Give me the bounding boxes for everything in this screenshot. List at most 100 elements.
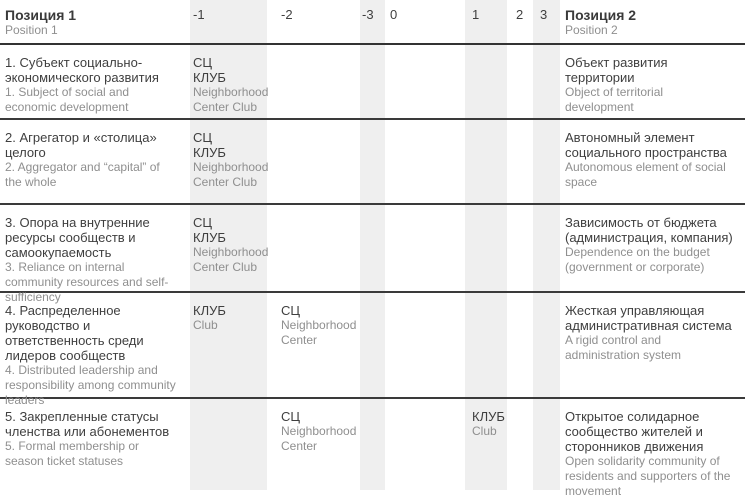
column-band-minus3 <box>360 0 385 490</box>
marker-cell-minus3 <box>360 293 385 408</box>
marker-cell-minus3 <box>360 399 385 496</box>
pos1-ru: 2. Агрегатор и «столица» целого <box>5 130 157 160</box>
marker-en: Neighborhood Center Club <box>193 85 269 114</box>
marker-en: Club <box>193 318 218 332</box>
pos1-cell: 3. Опора на внутренние ресурсы сообществ… <box>0 205 190 305</box>
pos1-ru: 4. Распределенное руководство и ответств… <box>5 303 144 363</box>
pos2-cell: Жесткая управляющая административная сис… <box>560 293 745 408</box>
marker-cell-minus3 <box>360 205 385 305</box>
marker-ru: СЦ КЛУБ <box>193 55 226 85</box>
header-position-2: Позиция 2 Position 2 <box>560 0 745 43</box>
header-scale-plus1: 1 <box>472 7 480 22</box>
pos1-cell: 4. Распределенное руководство и ответств… <box>0 293 190 408</box>
marker-ru: КЛУБ <box>472 409 505 424</box>
marker-cell-minus3 <box>360 45 385 118</box>
pos2-ru: Открытое солидарное сообщество жителей и… <box>565 409 704 454</box>
table-row: 5. Закрепленные статусы членства или або… <box>0 399 745 496</box>
marker-cell-plus2 <box>507 120 533 203</box>
marker-cell-plus1 <box>465 205 507 305</box>
marker-ru: СЦ <box>281 409 301 424</box>
marker-cell-minus1: СЦ КЛУБ Neighborhood Center Club <box>190 45 269 118</box>
marker-cell-plus1 <box>465 45 507 118</box>
pos1-cell: 2. Агрегатор и «столица» целого 2. Aggre… <box>0 120 190 203</box>
header-scale-minus2: -2 <box>281 7 293 22</box>
pos2-ru: Зависимость от бюджета (администрация, к… <box>565 215 733 245</box>
pos1-en: 1. Subject of social and economic develo… <box>5 85 130 114</box>
header-scale-zero: 0 <box>390 7 398 22</box>
marker-cell-plus2 <box>507 45 533 118</box>
marker-cell-plus1 <box>465 120 507 203</box>
pos1-ru: 1. Субъект социально-экономического разв… <box>5 55 159 85</box>
marker-cell-zero <box>385 45 465 118</box>
pos2-cell: Объект развития территории Object of ter… <box>560 45 745 118</box>
column-band-plus1 <box>465 0 507 490</box>
table-row: 3. Опора на внутренние ресурсы сообществ… <box>0 205 745 304</box>
marker-cell-plus1: КЛУБ Club <box>465 399 507 496</box>
header-position-2-en: Position 2 <box>565 23 618 37</box>
pos2-cell: Автономный элемент социального пространс… <box>560 120 745 203</box>
marker-cell-minus2 <box>267 45 360 118</box>
marker-ru: СЦ <box>281 303 301 318</box>
marker-cell-minus2 <box>267 205 360 305</box>
marker-cell-minus1: СЦ КЛУБ Neighborhood Center Club <box>190 120 269 203</box>
column-band-plus3 <box>533 0 560 490</box>
pos1-cell: 1. Субъект социально-экономического разв… <box>0 45 190 118</box>
table-row: 2. Агрегатор и «столица» целого 2. Aggre… <box>0 120 745 205</box>
marker-cell-plus3 <box>533 120 560 203</box>
header-scale-plus2: 2 <box>516 7 524 22</box>
pos1-en: 2. Aggregator and “capital” of the whole <box>5 160 160 189</box>
pos2-ru: Автономный элемент социального пространс… <box>565 130 727 160</box>
pos1-en: 3. Reliance on internal community resour… <box>5 260 169 304</box>
marker-ru: СЦ КЛУБ <box>193 130 226 160</box>
marker-cell-minus2 <box>267 120 360 203</box>
marker-cell-plus2 <box>507 293 533 408</box>
marker-cell-plus3 <box>533 399 560 496</box>
marker-en: Neighborhood Center Club <box>193 245 269 274</box>
pos2-en: Dependence on the budget (government or … <box>565 245 710 274</box>
column-band-minus1 <box>190 0 267 490</box>
marker-cell-minus1: КЛУБ Club <box>190 293 267 408</box>
marker-cell-plus3 <box>533 45 560 118</box>
pos1-en: 4. Distributed leadership and responsibi… <box>5 363 176 407</box>
pos1-ru: 3. Опора на внутренние ресурсы сообществ… <box>5 215 150 260</box>
pos1-ru: 5. Закрепленные статусы членства или або… <box>5 409 170 439</box>
header-position-1-ru: Позиция 1 <box>5 7 77 23</box>
header-row: Позиция 1 Position 1 -1 -2 -3 0 1 2 3 По… <box>0 0 745 45</box>
header-position-1-en: Position 1 <box>5 23 58 37</box>
table-row: 1. Субъект социально-экономического разв… <box>0 45 745 120</box>
pos2-en: Open solidarity community of residents a… <box>565 454 731 496</box>
marker-cell-zero <box>385 120 465 203</box>
marker-en: Neighborhood Center <box>281 424 357 453</box>
marker-en: Neighborhood Center Club <box>193 160 269 189</box>
pos1-en: 5. Formal membership or season ticket st… <box>5 439 140 468</box>
header-position-2-ru: Позиция 2 <box>565 7 637 23</box>
marker-cell-plus3 <box>533 293 560 408</box>
header-position-1: Позиция 1 Position 1 <box>0 0 190 43</box>
marker-cell-zero <box>385 399 465 496</box>
pos2-ru: Объект развития территории <box>565 55 668 85</box>
pos2-cell: Открытое солидарное сообщество жителей и… <box>560 399 745 496</box>
marker-cell-plus3 <box>533 205 560 305</box>
header-scale-minus1: -1 <box>193 7 205 22</box>
marker-cell-zero <box>385 293 465 408</box>
marker-cell-plus1 <box>465 293 507 408</box>
marker-en: Neighborhood Center <box>281 318 357 347</box>
header-scale-minus3: -3 <box>362 7 374 22</box>
pos2-en: Object of territorial development <box>565 85 664 114</box>
marker-en: Club <box>472 424 497 438</box>
pos1-cell: 5. Закрепленные статусы членства или або… <box>0 399 190 496</box>
pos2-ru: Жесткая управляющая административная сис… <box>565 303 732 333</box>
marker-cell-plus2 <box>507 205 533 305</box>
marker-cell-minus1: СЦ КЛУБ Neighborhood Center Club <box>190 205 269 305</box>
marker-cell-minus2: СЦ Neighborhood Center <box>267 399 360 496</box>
marker-cell-minus2: СЦ Neighborhood Center <box>267 293 360 408</box>
marker-ru: КЛУБ <box>193 303 226 318</box>
marker-ru: СЦ КЛУБ <box>193 215 226 245</box>
marker-cell-zero <box>385 205 465 305</box>
marker-cell-plus2 <box>507 399 533 496</box>
pos2-cell: Зависимость от бюджета (администрация, к… <box>560 205 745 305</box>
marker-cell-minus1 <box>190 399 267 496</box>
pos2-en: Autonomous element of social space <box>565 160 726 189</box>
